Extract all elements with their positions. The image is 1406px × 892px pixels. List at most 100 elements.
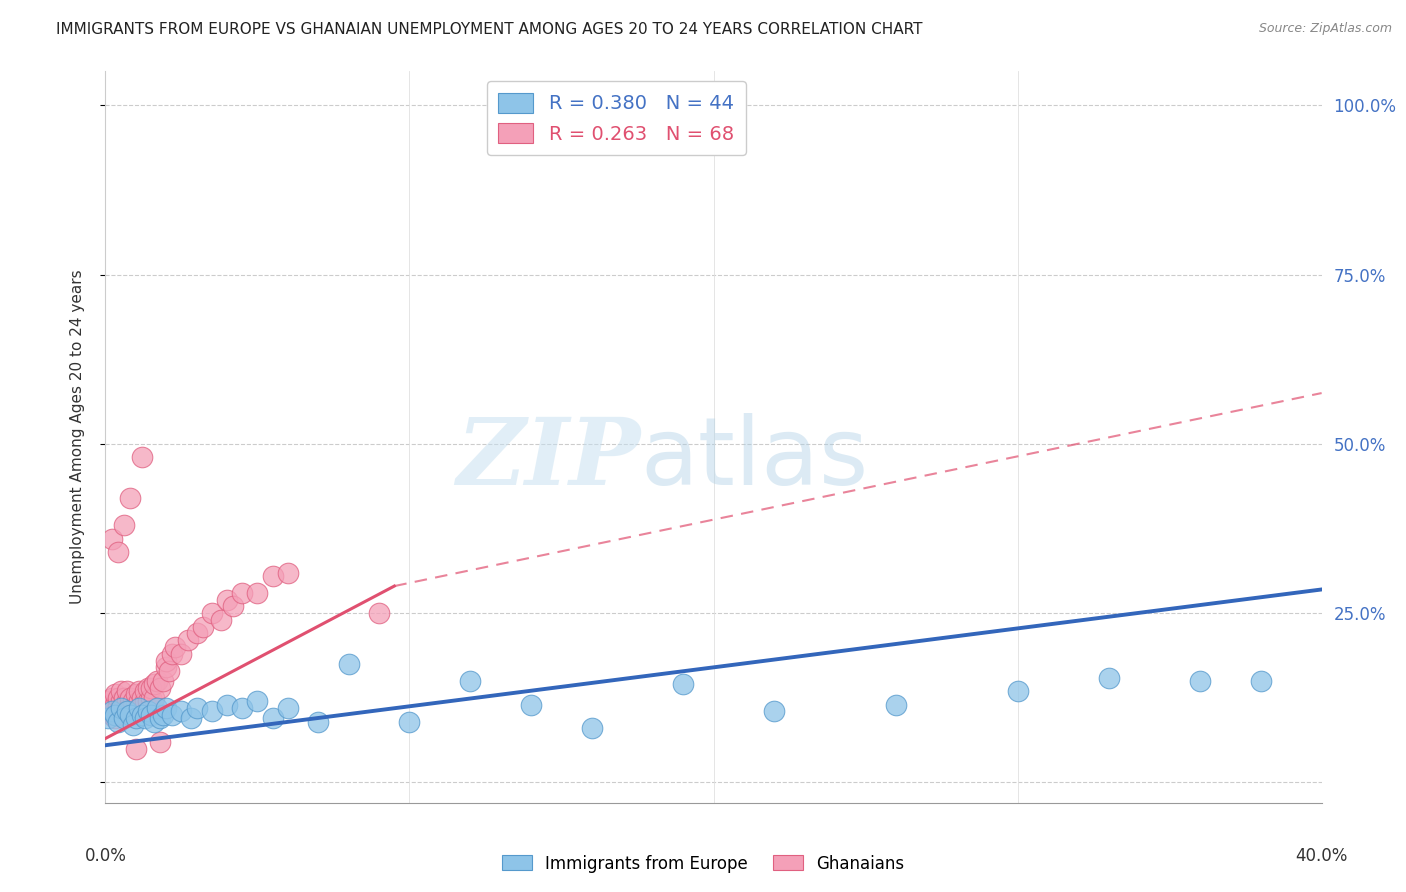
Point [458, 673, 481, 688]
Point [118, 698, 141, 712]
Point [112, 707, 135, 722]
Point [103, 707, 125, 722]
Point [112, 711, 135, 725]
Point [149, 711, 172, 725]
Point [97, 711, 120, 725]
Point [110, 694, 132, 708]
Legend: Immigrants from Europe, Ghanaians: Immigrants from Europe, Ghanaians [495, 848, 911, 880]
Point [231, 701, 253, 715]
Point [176, 633, 198, 648]
Legend: R = 0.380   N = 44, R = 0.263   N = 68: R = 0.380 N = 44, R = 0.263 N = 68 [486, 81, 745, 155]
Point [209, 613, 232, 627]
Point [128, 684, 150, 698]
Point [139, 681, 162, 695]
Point [217, 592, 239, 607]
Point [97, 705, 120, 719]
Text: IMMIGRANTS FROM EUROPE VS GHANAIAN UNEMPLOYMENT AMONG AGES 20 TO 24 YEARS CORREL: IMMIGRANTS FROM EUROPE VS GHANAIAN UNEMP… [56, 22, 922, 37]
Point [217, 698, 239, 712]
Point [115, 705, 138, 719]
Point [143, 714, 166, 729]
Point [581, 721, 603, 735]
Point [97, 694, 120, 708]
Point [246, 694, 269, 708]
Point [246, 586, 269, 600]
Point [107, 545, 129, 559]
Text: 0.0%: 0.0% [84, 847, 127, 865]
Point [186, 626, 208, 640]
Point [139, 690, 162, 705]
Point [100, 690, 122, 705]
Point [115, 684, 138, 698]
Point [107, 707, 129, 722]
Point [100, 705, 122, 719]
Point [110, 701, 132, 715]
Point [103, 688, 125, 702]
Point [118, 491, 141, 505]
Point [100, 707, 122, 722]
Point [368, 606, 391, 620]
Point [170, 647, 193, 661]
Point [180, 711, 202, 725]
Point [125, 688, 148, 702]
Point [201, 705, 224, 719]
Point [136, 694, 159, 708]
Point [134, 684, 156, 698]
Point [134, 711, 156, 725]
Point [131, 698, 153, 712]
Point [1007, 684, 1029, 698]
Point [672, 677, 695, 691]
Point [107, 690, 129, 705]
Point [337, 657, 360, 671]
Text: Source: ZipAtlas.com: Source: ZipAtlas.com [1258, 22, 1392, 36]
Y-axis label: Unemployment Among Ages 20 to 24 years: Unemployment Among Ages 20 to 24 years [70, 269, 84, 605]
Point [155, 660, 177, 674]
Point [146, 701, 169, 715]
Point [100, 701, 122, 715]
Point [131, 450, 153, 465]
Point [884, 698, 907, 712]
Point [118, 705, 141, 719]
Point [201, 606, 224, 620]
Point [1250, 673, 1272, 688]
Point [165, 640, 187, 654]
Point [112, 690, 135, 705]
Point [152, 707, 174, 722]
Point [170, 705, 193, 719]
Text: atlas: atlas [641, 413, 869, 505]
Point [763, 705, 786, 719]
Point [110, 684, 132, 698]
Point [112, 518, 135, 533]
Point [155, 701, 177, 715]
Point [125, 698, 148, 712]
Point [277, 701, 299, 715]
Text: 40.0%: 40.0% [1295, 847, 1348, 865]
Point [143, 677, 166, 691]
Point [121, 701, 143, 715]
Point [162, 647, 184, 661]
Point [115, 694, 138, 708]
Point [146, 673, 169, 688]
Point [125, 741, 148, 756]
Point [121, 718, 143, 732]
Point [112, 698, 135, 712]
Point [398, 714, 420, 729]
Point [231, 586, 253, 600]
Point [155, 654, 177, 668]
Point [107, 714, 129, 729]
Point [262, 711, 284, 725]
Point [134, 694, 156, 708]
Point [149, 735, 172, 749]
Point [1188, 673, 1211, 688]
Point [143, 690, 166, 705]
Point [115, 701, 138, 715]
Point [131, 707, 153, 722]
Point [277, 566, 299, 580]
Point [186, 701, 208, 715]
Point [307, 714, 329, 729]
Point [139, 707, 162, 722]
Point [128, 694, 150, 708]
Point [157, 664, 180, 678]
Point [152, 673, 174, 688]
Point [162, 707, 184, 722]
Point [103, 698, 125, 712]
